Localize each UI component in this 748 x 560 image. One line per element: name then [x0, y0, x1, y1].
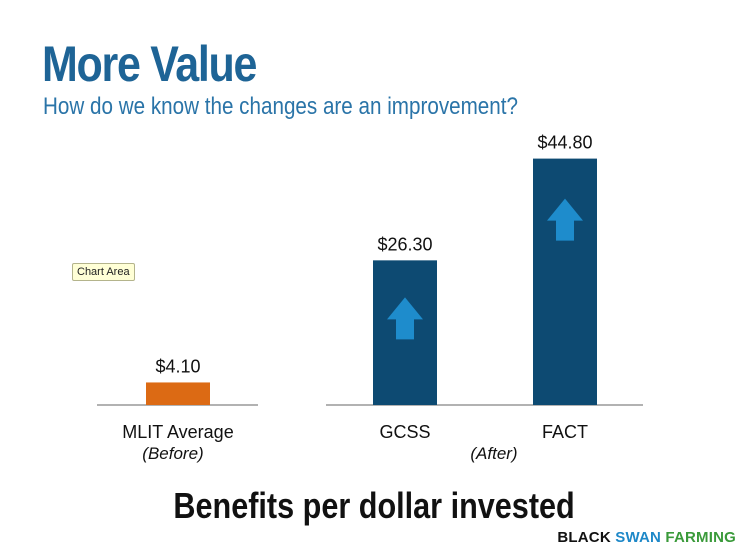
up-arrow-icon — [547, 198, 583, 241]
bar-chart: $4.10 MLIT Average (Before) $26.30 GCSS $44.8… — [97, 133, 643, 463]
category-label-fact: FACT — [542, 422, 588, 442]
brand-logo-word-swan: SWAN — [615, 529, 662, 546]
category-label-gcss: GCSS — [379, 422, 430, 442]
category-label-mlit-average: MLIT Average — [122, 422, 233, 442]
brand-logo-word-black: BLACK — [557, 529, 611, 546]
brand-logo: BLACK SWAN FARMING — [557, 529, 736, 547]
brand-logo-word-farming: FARMING — [665, 529, 736, 546]
bar-mlit-average — [146, 382, 210, 405]
bar-fact — [533, 158, 597, 405]
footer-caption: Benefits per dollar invested — [0, 484, 748, 528]
page-title: More Value — [42, 36, 257, 92]
footer-caption-text: Benefits per dollar invested — [173, 485, 575, 526]
group-label-before: (Before) — [142, 444, 203, 463]
data-label-mlit-average: $4.10 — [155, 356, 200, 376]
page-subtitle: How do we know the changes are an improv… — [43, 93, 518, 120]
group-label-after: (After) — [470, 444, 517, 463]
data-label-gcss: $26.30 — [377, 234, 432, 254]
chart-area-tooltip: Chart Area — [72, 263, 135, 281]
up-arrow-icon — [387, 297, 423, 340]
data-label-fact: $44.80 — [537, 133, 592, 153]
